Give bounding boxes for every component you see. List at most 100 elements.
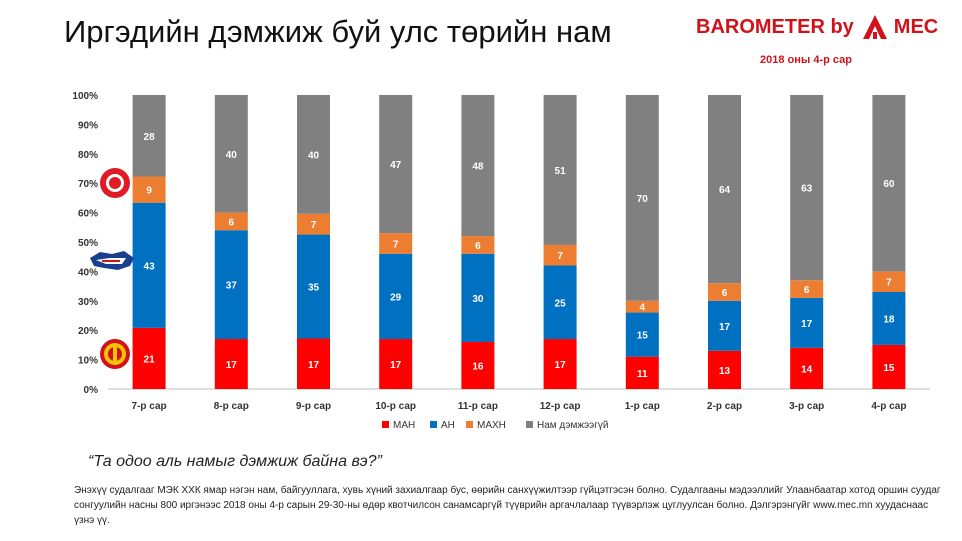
mahn-party-emblem-icon bbox=[100, 168, 130, 198]
bar-segment bbox=[790, 347, 824, 389]
bar-segment bbox=[708, 350, 741, 389]
bar-segment bbox=[379, 339, 413, 389]
data-label: 17 bbox=[390, 360, 402, 371]
bar-segment bbox=[790, 297, 824, 348]
x-tick-label: 4-р сар bbox=[871, 401, 906, 412]
bar-segment bbox=[543, 339, 577, 389]
bar-segment bbox=[790, 95, 824, 281]
y-tick-label: 60% bbox=[78, 209, 98, 220]
data-label: 48 bbox=[472, 162, 484, 173]
mec-logo-icon bbox=[862, 15, 887, 39]
bar-segment bbox=[297, 95, 330, 214]
survey-question: “Та одоо аль намыг дэмжиж байна вэ?” bbox=[88, 453, 382, 470]
data-label: 28 bbox=[144, 132, 156, 143]
bar-segment bbox=[708, 95, 741, 284]
data-label: 37 bbox=[226, 281, 238, 292]
data-label: 35 bbox=[308, 283, 320, 294]
bar-segment bbox=[132, 176, 166, 203]
data-label: 6 bbox=[475, 241, 481, 252]
bar-segment bbox=[543, 265, 577, 340]
bar-segment bbox=[214, 339, 248, 389]
data-label: 15 bbox=[883, 363, 895, 374]
stacked-bar-chart: 0% 10% 20% 30% 40% 50% 60% 70% 80% 90% 100% 7-р сар… bbox=[72, 91, 930, 431]
survey-footnote: Энэхүү судалгааг МЭК ХХК ямар нэгэн нам,… bbox=[74, 485, 941, 526]
x-tick-label: 10-р сар bbox=[375, 401, 416, 412]
data-label: 47 bbox=[390, 160, 402, 171]
bar-segment bbox=[214, 95, 248, 213]
bar-segment bbox=[543, 95, 577, 245]
bar-segment bbox=[543, 244, 577, 266]
data-label: 51 bbox=[555, 166, 567, 177]
legend-label: АН bbox=[441, 420, 455, 431]
x-tick-label: 8-р сар bbox=[214, 401, 249, 412]
bar-segment bbox=[625, 300, 659, 313]
bar-segment bbox=[461, 341, 495, 389]
bar-segment bbox=[132, 95, 166, 177]
bar-segment bbox=[461, 236, 495, 254]
y-tick-label: 0% bbox=[84, 385, 99, 396]
legend-label: МАХН bbox=[477, 420, 506, 431]
data-label: 64 bbox=[719, 185, 731, 196]
legend-label: МАН bbox=[393, 420, 415, 431]
data-label: 13 bbox=[719, 366, 731, 377]
data-label: 70 bbox=[637, 194, 649, 205]
bar-segment bbox=[625, 95, 659, 301]
man-party-emblem-icon bbox=[100, 339, 130, 369]
x-tick-label: 7-р сар bbox=[132, 401, 167, 412]
bar-segment bbox=[379, 233, 413, 254]
y-tick-label: 20% bbox=[78, 326, 98, 337]
y-tick-label: 40% bbox=[78, 267, 98, 278]
bar-segment bbox=[132, 202, 166, 328]
chart-subtitle: 2018 оны 4-р сар bbox=[760, 54, 852, 66]
x-tick-label: 1-р сар bbox=[625, 401, 660, 412]
bar-segment bbox=[297, 234, 330, 339]
data-label: 16 bbox=[472, 361, 484, 372]
bar-segment bbox=[379, 95, 413, 234]
data-label: 40 bbox=[308, 150, 320, 161]
data-label: 7 bbox=[557, 251, 563, 262]
x-tick-label: 11-р сар bbox=[458, 401, 498, 412]
data-label: 17 bbox=[719, 322, 731, 333]
data-label: 29 bbox=[390, 292, 402, 303]
bar-segment bbox=[297, 213, 330, 235]
y-tick-label: 90% bbox=[78, 120, 98, 131]
bar-segment bbox=[214, 230, 248, 340]
data-label: 17 bbox=[226, 360, 238, 371]
data-label: 17 bbox=[555, 360, 567, 371]
x-tick-label: 9-р сар bbox=[296, 401, 331, 412]
bar-segment bbox=[379, 253, 413, 340]
data-label: 7 bbox=[886, 278, 892, 289]
data-label: 17 bbox=[308, 360, 320, 371]
bar-segment bbox=[872, 271, 906, 292]
x-tick-label: 12-р сар bbox=[540, 401, 581, 412]
x-tick-label: 3-р сар bbox=[789, 401, 824, 412]
data-label: 15 bbox=[637, 331, 649, 342]
data-label: 11 bbox=[637, 369, 648, 380]
data-label: 18 bbox=[883, 314, 895, 325]
bar-segment bbox=[214, 212, 248, 231]
bar-segment bbox=[297, 338, 330, 389]
data-label: 6 bbox=[722, 288, 728, 299]
bar-segment bbox=[625, 312, 659, 357]
an-party-emblem-icon bbox=[90, 251, 134, 270]
legend-swatch bbox=[466, 421, 473, 428]
data-label: 6 bbox=[229, 217, 235, 228]
legend-label: Нам дэмжээгүй bbox=[537, 420, 609, 431]
bar-segment bbox=[872, 95, 906, 272]
data-label: 30 bbox=[472, 294, 484, 305]
data-label: 17 bbox=[801, 319, 813, 330]
data-label: 6 bbox=[804, 285, 810, 296]
bar-segment bbox=[461, 253, 495, 342]
x-tick-label: 2-р сар bbox=[707, 401, 742, 412]
bar-segment bbox=[872, 291, 906, 345]
brand-text: BAROMETER by bbox=[696, 15, 854, 38]
bar-segment bbox=[625, 356, 659, 389]
bar-segment bbox=[708, 300, 741, 351]
y-tick-label: 80% bbox=[78, 150, 98, 161]
brand: BAROMETER by MEC bbox=[696, 12, 938, 42]
bar-segment bbox=[872, 344, 906, 389]
legend-swatch bbox=[430, 421, 437, 428]
y-tick-label: 70% bbox=[78, 179, 98, 190]
page-title: Иргэдийн дэмжиж буй улс төрийн нам bbox=[64, 14, 612, 49]
y-tick-label: 50% bbox=[78, 238, 98, 249]
